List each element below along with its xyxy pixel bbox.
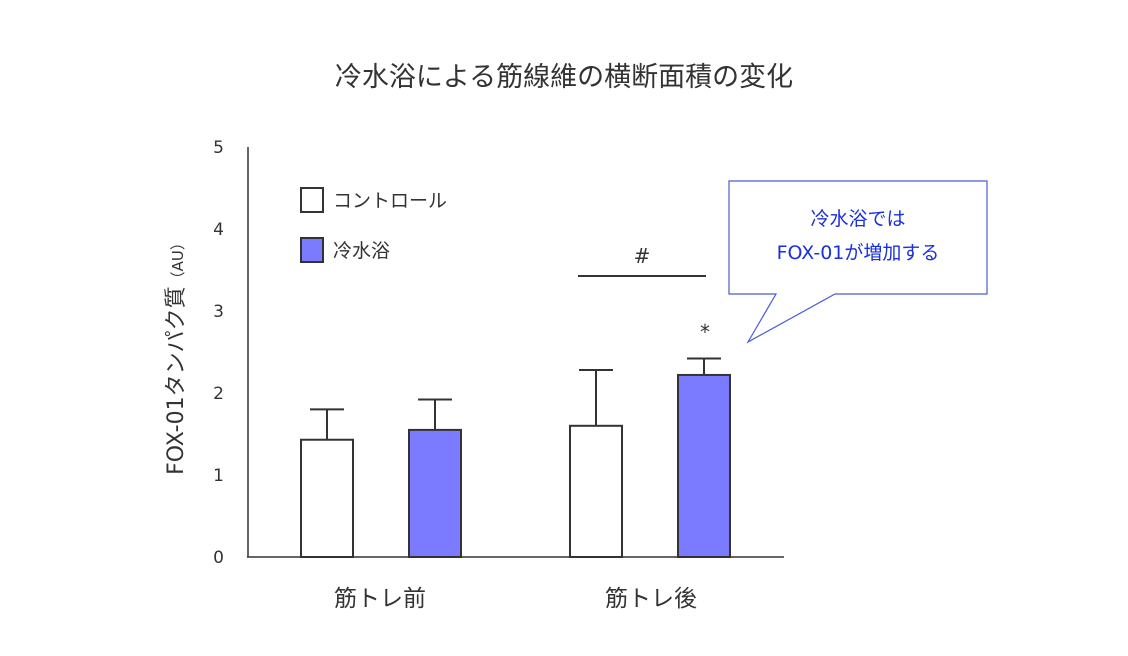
y-axis-label-unit: （AU）	[169, 235, 187, 286]
hash-mark: #	[634, 244, 651, 268]
bar-control-1	[569, 424, 623, 558]
legend-label-control: コントロール	[333, 190, 447, 212]
error-bars	[310, 357, 721, 440]
y-tick-label: 4	[213, 220, 224, 240]
category-label-1: 筋トレ後	[605, 586, 697, 612]
y-axis-label-main: FOX-01タンパク質	[164, 286, 189, 474]
callout-line-2: FOX-01が増加する	[777, 242, 940, 264]
legend-swatch-cold-bath	[300, 237, 324, 263]
legend-swatch-control	[300, 187, 324, 213]
y-tick-label: 1	[213, 466, 224, 486]
bar-cold-bath-1	[677, 373, 731, 558]
svg-text:FOX-01タンパク質（AU）: FOX-01タンパク質（AU）	[164, 235, 189, 475]
y-ticks: 0 1 2 3 4 5	[213, 138, 224, 568]
bar-cold-bath-0	[408, 428, 462, 558]
category-label-0: 筋トレ前	[334, 586, 426, 612]
y-tick-label: 5	[213, 138, 224, 158]
bar-control-0	[300, 438, 354, 558]
legend: コントロール 冷水浴	[300, 187, 447, 263]
y-tick-label: 2	[213, 384, 224, 404]
chart-title: 冷水浴による筋線維の横断面積の変化	[335, 62, 793, 93]
y-tick-label: 3	[213, 302, 224, 322]
callout-line-1: 冷水浴では	[810, 208, 905, 230]
legend-label-cold-bath: 冷水浴	[333, 240, 390, 262]
bars	[300, 373, 731, 558]
callout: 冷水浴では FOX-01が増加する	[728, 180, 988, 344]
star-mark: *	[700, 320, 710, 344]
callout-box	[728, 180, 988, 344]
category-labels: 筋トレ前 筋トレ後	[334, 586, 697, 612]
y-tick-label: 0	[213, 548, 224, 568]
y-axis-label: FOX-01タンパク質（AU）	[164, 235, 189, 475]
